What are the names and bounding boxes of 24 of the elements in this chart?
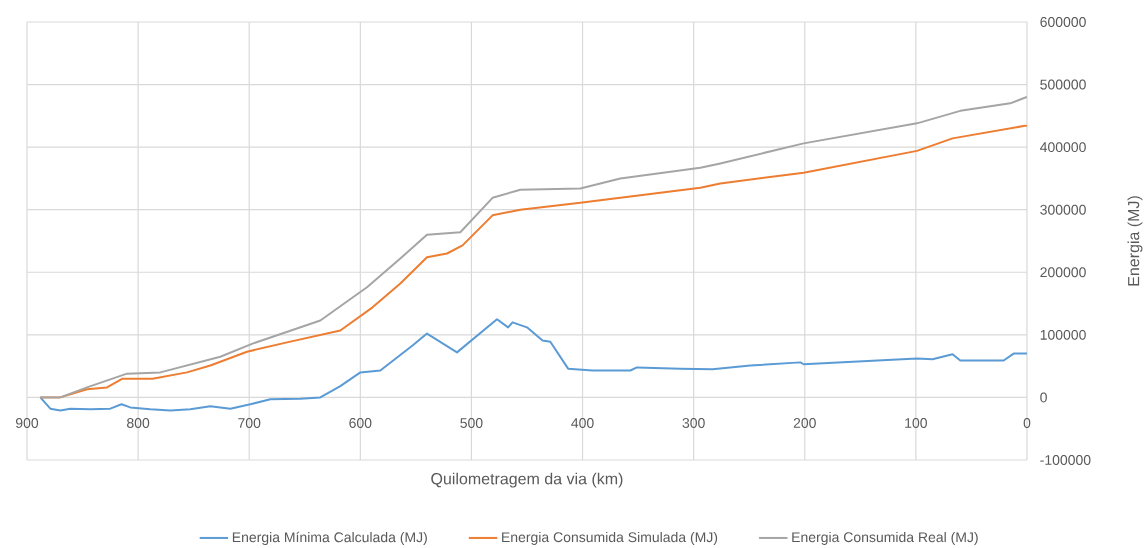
- y-axis-title: Energia (MJ): [1127, 196, 1143, 286]
- legend-label: Energia Consumida Real (MJ): [792, 531, 978, 545]
- x-tick-label: 500: [460, 418, 483, 428]
- y-tick-label: 400000: [1040, 142, 1086, 153]
- legend-label: Energia Consumida Simulada (MJ): [502, 531, 718, 545]
- y-tick-label: -100000: [1040, 455, 1091, 465]
- x-tick-label: 100: [905, 418, 927, 428]
- x-tick-label: 700: [238, 418, 261, 428]
- x-axis-title: Quilometragem da via (km): [431, 472, 623, 488]
- x-tick-label: 600: [349, 418, 372, 428]
- y-tick-label: 0: [1040, 392, 1047, 403]
- x-tick-label: 900: [15, 418, 39, 428]
- line-series: [39, 318, 1027, 412]
- x-tick-label: 200: [793, 418, 816, 428]
- x-tick-label: 400: [571, 418, 594, 428]
- y-tick-label: 100000: [1040, 329, 1086, 340]
- y-tick-label: 600000: [1040, 17, 1086, 27]
- y-tick-label: 500000: [1040, 79, 1086, 90]
- x-tick-label: 0: [1023, 418, 1031, 428]
- y-tick-label: 300000: [1040, 204, 1086, 215]
- x-tick-label: 800: [127, 418, 150, 428]
- x-tick-label: 300: [682, 418, 705, 428]
- y-tick-label: 200000: [1040, 267, 1086, 278]
- legend-label: Energia Mínima Calculada (MJ): [232, 531, 427, 546]
